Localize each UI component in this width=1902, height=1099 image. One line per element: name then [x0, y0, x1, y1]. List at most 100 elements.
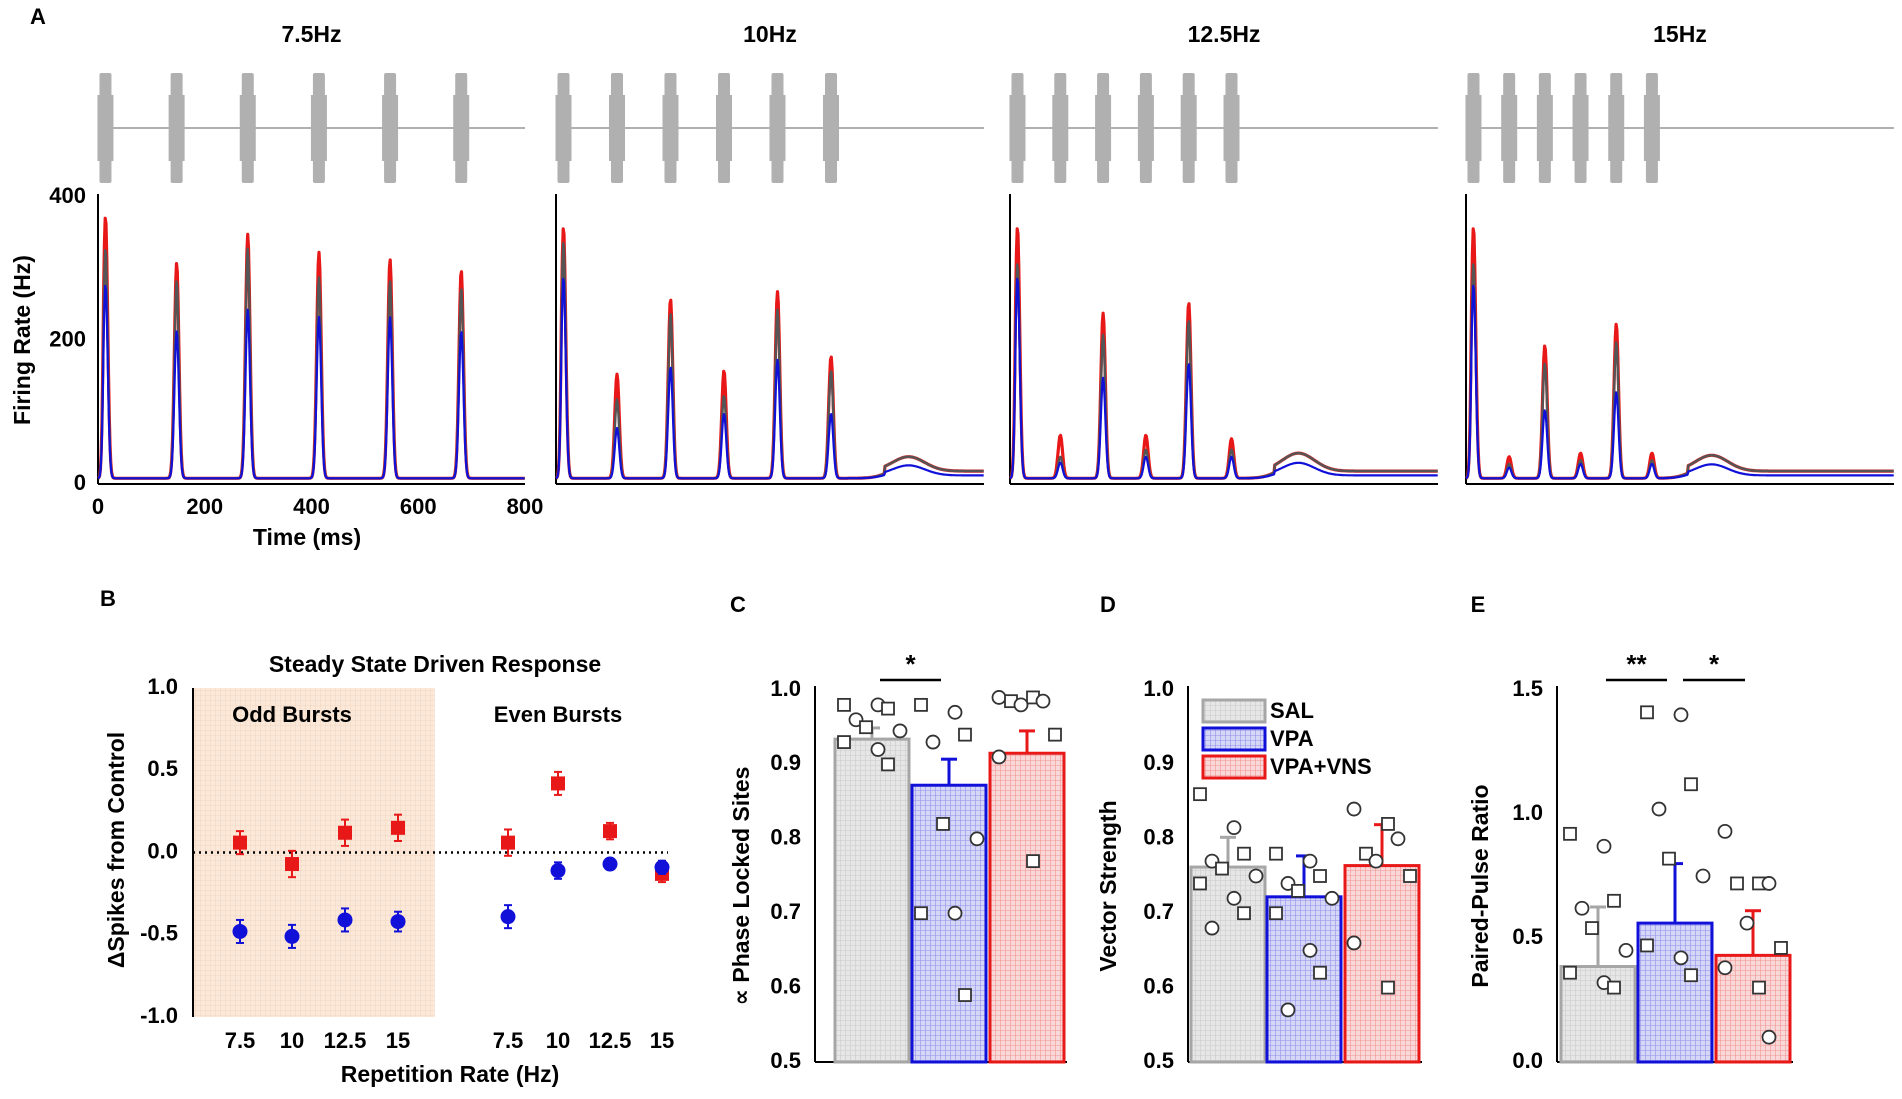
data-point — [1226, 820, 1242, 836]
data-point — [1248, 868, 1264, 884]
vpa-vns-marker — [233, 835, 247, 850]
data-point — [1640, 705, 1654, 720]
trace-sal — [555, 242, 985, 480]
stimulus-burst-core — [1095, 95, 1112, 161]
trace-vpa — [97, 284, 525, 480]
vpa-vns-marker — [285, 857, 299, 872]
data-point — [837, 697, 851, 712]
rate-tick: 15 — [386, 1028, 410, 1053]
data-point — [925, 734, 941, 750]
stimulus-burst-core — [310, 95, 327, 161]
vector-strength-panel: 0.5 0.6 0.7 0.8 0.9 1.0 Vector Strength SAL VPA V… — [1095, 676, 1422, 1073]
data-point — [1739, 915, 1755, 931]
legend-label: VPA+VNS — [1270, 754, 1372, 779]
data-point — [969, 831, 985, 847]
data-point — [1302, 853, 1318, 869]
data-point — [1390, 831, 1406, 847]
data-point — [1313, 869, 1327, 883]
vpa-marker — [500, 909, 516, 925]
y-tick: 0.6 — [1143, 973, 1174, 998]
data-point — [870, 742, 886, 757]
panel-label-e: E — [1471, 592, 1486, 617]
vpa-vns-marker — [603, 824, 617, 839]
stimulus-burst-core — [1180, 95, 1197, 161]
stimulus-burst-core — [1572, 95, 1589, 161]
data-point — [1048, 727, 1062, 742]
even-bursts-label: Even Bursts — [494, 702, 622, 727]
y-tick: 0.8 — [770, 825, 801, 850]
data-point — [1013, 697, 1029, 713]
y-tick: 0.9 — [1143, 750, 1174, 775]
vpa-marker — [390, 914, 406, 930]
stimulus-burst-core — [453, 95, 470, 161]
stimulus-burst-core — [168, 95, 185, 161]
y-tick: 0.7 — [770, 899, 801, 924]
data-point — [1596, 838, 1612, 854]
y-tick: 0.5 — [1512, 924, 1543, 949]
data-point — [1585, 921, 1599, 935]
condition-title: 10Hz — [743, 21, 797, 47]
y-tick: 1.0 — [1512, 800, 1543, 825]
data-point — [1193, 876, 1207, 891]
stimulus-burst-core — [1009, 95, 1026, 161]
data-point — [1035, 693, 1051, 709]
data-point — [1237, 846, 1251, 861]
y-tick: 0.7 — [1143, 899, 1174, 924]
vpa-marker — [284, 928, 300, 944]
data-point — [947, 704, 963, 720]
steady-state-title: Steady State Driven Response — [269, 651, 601, 677]
data-point — [1346, 935, 1362, 951]
condition-title: 12.5Hz — [1188, 21, 1261, 47]
stimulus-burst-core — [822, 95, 839, 161]
psth-panel-15hz: 15Hz — [1465, 21, 1895, 485]
steady-state-y-tick: 0.0 — [147, 838, 178, 863]
vpa-vns-marker — [501, 835, 515, 850]
data-point — [958, 727, 972, 742]
psth-panel-10hz: 10Hz — [555, 21, 985, 485]
stimulus-burst-core — [555, 95, 572, 161]
trace-sal — [1009, 263, 1439, 480]
condition-title: 15Hz — [1653, 21, 1707, 47]
steady-state-y-tick: -1.0 — [140, 1003, 178, 1028]
panel-label-a: A — [30, 4, 46, 29]
y-tick: 0.5 — [1143, 1048, 1174, 1073]
rate-tick: 10 — [280, 1028, 304, 1053]
data-point — [958, 988, 972, 1002]
data-point — [1291, 883, 1305, 898]
data-point — [1269, 846, 1283, 861]
vpa-marker — [550, 863, 566, 879]
steady-state-y-tick: 0.5 — [147, 756, 178, 781]
stimulus-burst-core — [1223, 95, 1240, 161]
panel-label-d: D — [1100, 592, 1116, 617]
data-point — [914, 697, 928, 712]
vpa-marker — [602, 856, 618, 872]
stimulus-burst-core — [1501, 95, 1518, 161]
steady-state-y-tick: 1.0 — [147, 674, 178, 699]
vpa-marker — [337, 912, 353, 928]
bar-vpa — [910, 783, 988, 1064]
data-point — [991, 690, 1007, 705]
data-point — [1684, 968, 1698, 983]
steady-state-y-tick: -0.5 — [140, 921, 178, 946]
data-point — [1684, 777, 1698, 792]
rate-tick: 12.5 — [324, 1028, 367, 1053]
legend-swatch — [1201, 754, 1267, 780]
data-point — [1226, 890, 1242, 906]
data-point — [1607, 980, 1621, 995]
rate-tick: 12.5 — [589, 1028, 632, 1053]
condition-title: 7.5Hz — [281, 21, 341, 47]
stimulus-burst-core — [662, 95, 679, 161]
y-tick: 1.0 — [1143, 676, 1174, 701]
stimulus-burst-core — [382, 95, 399, 161]
bar-sal — [833, 737, 911, 1064]
steady-state-panel: Steady State Driven Response Odd Bursts Ev… — [103, 651, 674, 1087]
steady-state-x-label: Repetition Rate (Hz) — [341, 1061, 560, 1087]
trace-sal — [1465, 263, 1895, 480]
data-point — [1193, 787, 1207, 802]
data-point — [1774, 941, 1788, 955]
vpa-marker — [654, 859, 670, 875]
data-point — [914, 906, 928, 921]
data-point — [837, 735, 851, 749]
